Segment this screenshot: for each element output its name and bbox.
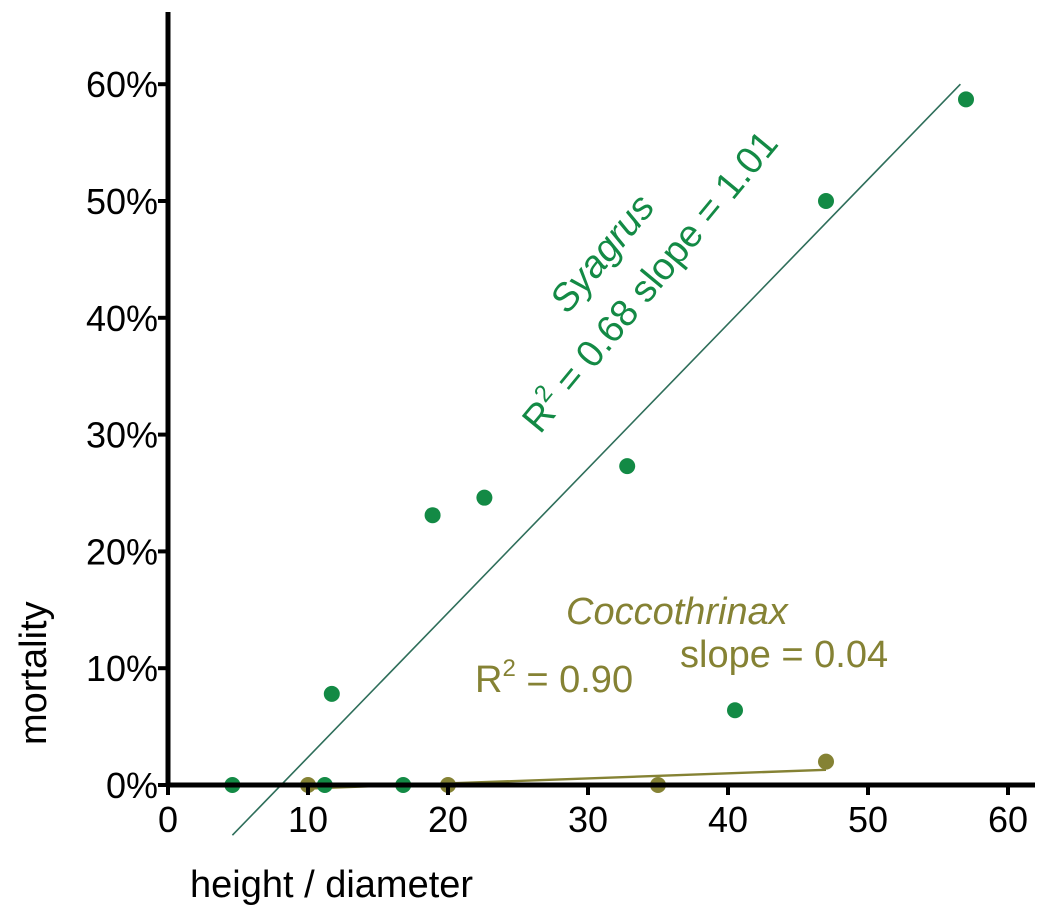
x-tick-label: 60 (988, 799, 1028, 840)
y-tick-label: 10% (86, 648, 158, 689)
coccothrinax-r2-value: = 0.90 (516, 659, 633, 701)
coccothrinax-r2-label: R2 = 0.90 (475, 655, 633, 701)
point-syagrus (818, 193, 834, 209)
point-syagrus (323, 685, 340, 702)
axes (158, 12, 1035, 795)
x-tick-label: 20 (428, 799, 468, 840)
data-points (224, 91, 974, 793)
y-tick-label: 0% (106, 765, 158, 806)
point-syagrus (958, 91, 974, 108)
x-tick-label: 0 (158, 799, 178, 840)
y-tick-label: 60% (86, 64, 158, 105)
point-syagrus (424, 507, 441, 524)
y-tick-label: 40% (86, 298, 158, 339)
fit-lines (231, 83, 961, 836)
coccothrinax-species-label: Coccothrinax (566, 591, 790, 633)
y-axis-label: mortality (13, 601, 55, 745)
y-tick-label: 50% (86, 181, 158, 222)
x-tick-label: 10 (288, 799, 328, 840)
tick-labels: 0% 10% 20% 30% 40% 50% 60% 0 10 20 30 40 50 60 (86, 64, 1028, 840)
y-tick-label: 20% (86, 531, 158, 572)
syagrus-annotation: Syagrus R2 = 0.68 slope = 1.01 (515, 123, 787, 440)
x-tick-label: 40 (708, 799, 748, 840)
x-tick-label: 50 (848, 799, 888, 840)
fit-line-syagrus (231, 83, 961, 836)
point-syagrus (619, 458, 636, 475)
coccothrinax-slope-label: slope = 0.04 (680, 634, 888, 676)
syagrus-r2-value: = 0.68 (540, 292, 647, 409)
coccothrinax-r2-prefix: R (475, 659, 502, 701)
point-syagrus (476, 489, 493, 506)
point-syagrus (727, 702, 743, 719)
point-coccothrinax (818, 753, 834, 770)
coccothrinax-r2-exp: 2 (502, 655, 515, 682)
y-tick-label: 30% (86, 415, 158, 456)
x-axis-label: height / diameter (190, 864, 473, 906)
x-tick-label: 30 (568, 799, 608, 840)
